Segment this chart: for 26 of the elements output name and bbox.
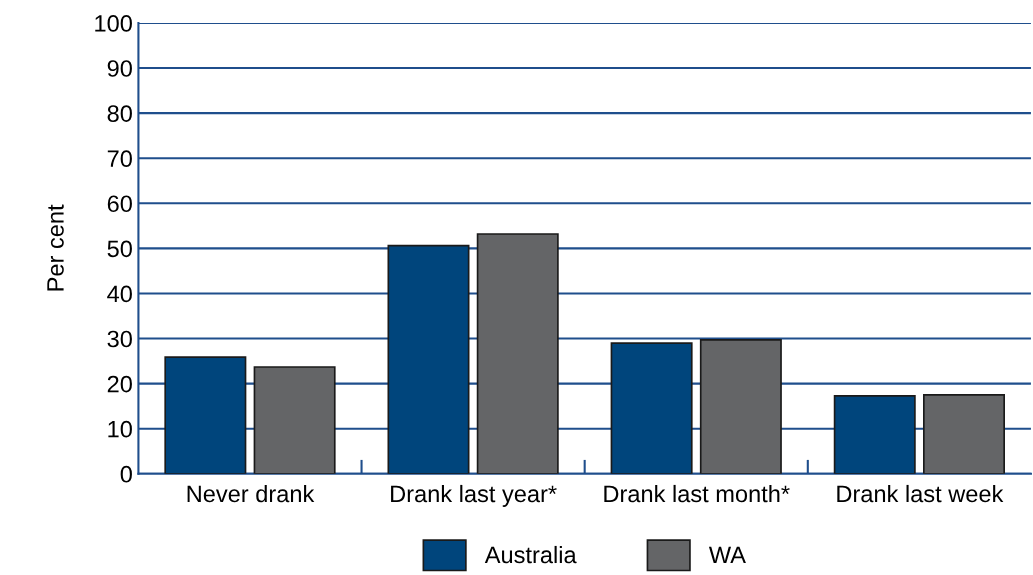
y-tick-label: 80	[107, 105, 132, 122]
y-tick-label: 100	[95, 15, 132, 32]
legend-label: WA	[708, 546, 746, 564]
y-tick-label: 50	[107, 240, 132, 258]
y-tick-label: 90	[107, 60, 132, 77]
legend-label: Australia	[484, 545, 577, 564]
bar	[833, 394, 916, 474]
bar	[922, 394, 1005, 474]
y-tick-label: 60	[107, 195, 132, 213]
x-tick-label: Drank last week	[837, 484, 1004, 503]
bar	[164, 356, 247, 474]
y-tick-label: 30	[107, 330, 132, 348]
bar	[699, 339, 782, 474]
x-tick-label: Drank last year*	[391, 484, 557, 507]
x-tick-label: Drank last month*	[604, 484, 790, 503]
y-tick-label: 0	[120, 465, 132, 483]
y-tick-label: 40	[107, 285, 132, 303]
y-tick-label: 20	[107, 375, 132, 393]
y-axis-title: Per cent	[47, 204, 64, 291]
bar	[610, 342, 693, 474]
x-tick-label: Never drank	[187, 484, 315, 503]
y-tick-label: 70	[107, 150, 132, 168]
bar	[476, 233, 559, 474]
y-tick-label: 10	[108, 420, 132, 438]
bar	[387, 244, 470, 474]
bar	[253, 366, 336, 474]
